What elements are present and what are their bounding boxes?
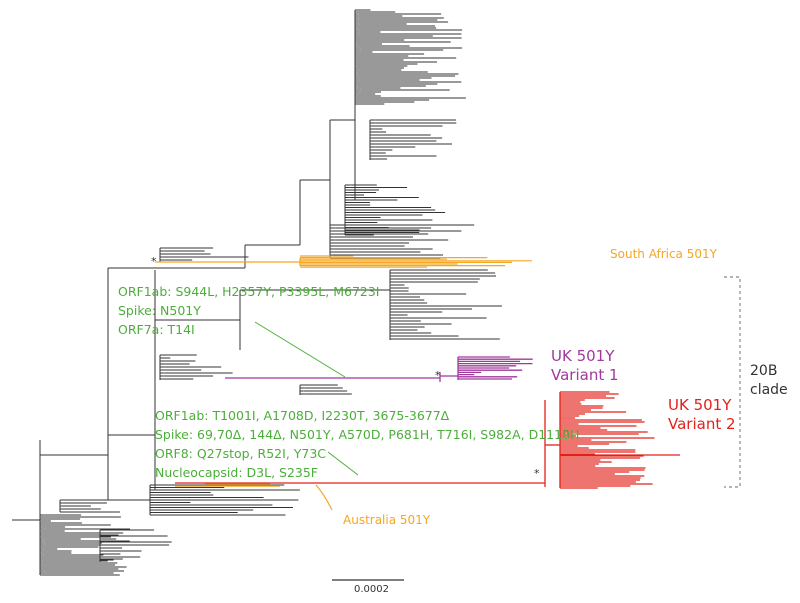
- uk-variant1-label-line1: UK 501Y: [551, 347, 615, 365]
- variant2-annotation-orf1ab: ORF1ab: T1001I, A1708D, I2230T, 3675-367…: [155, 408, 450, 423]
- uk-variant2-label-line1: UK 501Y: [668, 396, 732, 414]
- variant2-annotation-orf8: ORF8: Q27stop, R52I, Y73C: [155, 446, 327, 461]
- tree-branches: [12, 9, 502, 576]
- south-africa-clade-branches: [155, 255, 532, 268]
- variant2-annotation-pointer: [327, 451, 359, 476]
- variant2-annotation-nucleocapsid: Nucleocapsid: D3L, S235F: [155, 465, 319, 480]
- variant1-node-marker: *: [435, 369, 441, 382]
- variant1-annotation-pointer: [254, 321, 346, 378]
- clade-label-line1: 20B: [750, 363, 778, 379]
- variant1-annotation-orf7a: ORF7a: T14I: [118, 322, 195, 337]
- uk-variant2-label-line2: Variant 2: [668, 415, 736, 433]
- australia-pointer: [315, 484, 333, 511]
- south-africa-label: South Africa 501Y: [610, 247, 717, 261]
- uk-variant1-clade-branches: [225, 356, 533, 382]
- variant2-node-marker: *: [534, 467, 540, 480]
- variant1-annotation-spike: Spike: N501Y: [118, 303, 201, 318]
- uk-variant2-clade-branches: [175, 391, 680, 489]
- south-africa-node-marker: *: [151, 255, 157, 268]
- clade-label-line2: clade: [750, 382, 788, 398]
- australia-label: Australia 501Y: [343, 513, 431, 527]
- clade-bracket: [724, 276, 741, 488]
- uk-variant1-label-line2: Variant 1: [551, 366, 619, 384]
- variant1-annotation-orf1ab: ORF1ab: S944L, H2357Y, P3395L, M6723I: [118, 284, 380, 299]
- australia-clade-branches: [175, 483, 280, 487]
- annotation-pointers: [254, 321, 359, 476]
- scale-bar-label: 0.0002: [354, 584, 389, 595]
- variant2-annotation-spike: Spike: 69,70Δ, 144Δ, N501Y, A570D, P681H…: [155, 427, 580, 442]
